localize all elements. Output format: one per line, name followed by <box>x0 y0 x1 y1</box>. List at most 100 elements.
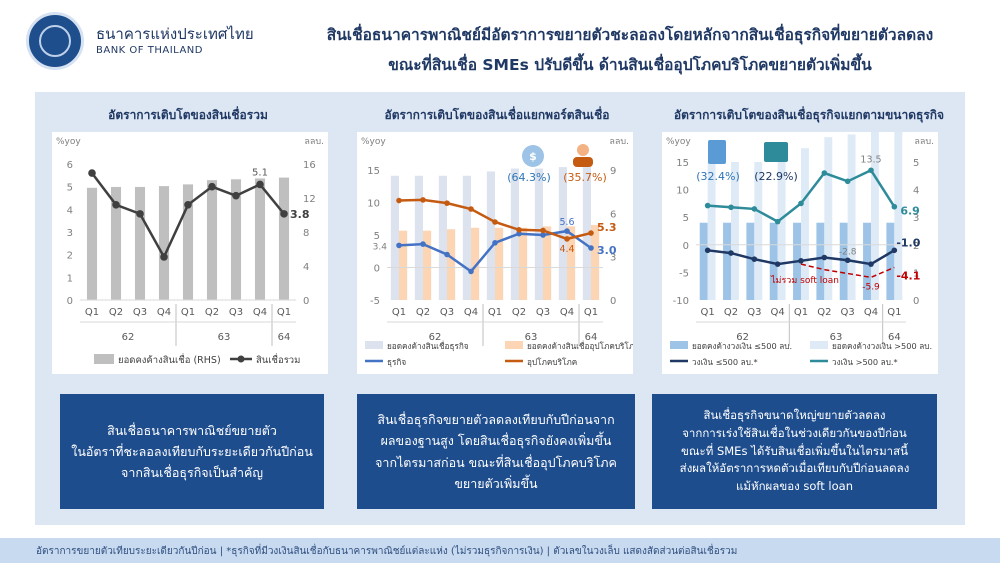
share-label: (35.7%) <box>563 171 607 184</box>
x-tick-label: Q4 <box>771 307 785 318</box>
right-tick-label: 6 <box>610 209 616 220</box>
headline-line2: ขณะที่สินเชื่อ SMEs ปรับดีขึ้น ด้านสินเช… <box>388 56 872 74</box>
bar <box>746 222 755 300</box>
x-tick-label: Q3 <box>229 307 243 318</box>
bar <box>871 126 879 301</box>
left-tick-label: -10 <box>673 296 689 307</box>
line-point <box>891 247 898 254</box>
line-point <box>160 253 168 261</box>
left-tick-label: 6 <box>67 160 73 171</box>
right-tick-label: 4 <box>303 262 309 273</box>
year-label: 64 <box>278 332 291 343</box>
header: ธนาคารแห่งประเทศไทย BANK OF THAILAND สิน… <box>0 0 1000 88</box>
x-tick-label: Q2 <box>416 307 430 318</box>
bar <box>723 222 731 300</box>
bar <box>567 226 576 300</box>
summary-line: จากสินเชื่อธุรกิจเป็นสำคัญ <box>121 465 263 481</box>
bar <box>158 186 170 300</box>
data-label: 5.6 <box>559 217 574 228</box>
legend-label: ธุรกิจ <box>387 357 406 367</box>
bar <box>863 222 871 300</box>
year-label: 63 <box>830 332 843 343</box>
line-point <box>468 206 474 212</box>
bar <box>462 175 471 300</box>
x-tick-label: Q2 <box>724 307 738 318</box>
left-tick-label: 4 <box>67 205 73 216</box>
year-label: 62 <box>122 332 135 343</box>
dollar-sign-icon: $ <box>529 150 537 163</box>
summary-line: ในอัตราที่ชะลอลงเทียบกับระยะเดียวกันปีก่… <box>71 443 313 459</box>
summary-line: แม้หักผลของ soft loan <box>736 479 853 494</box>
left-tick-label: 1 <box>67 273 73 284</box>
bar <box>230 179 242 300</box>
year-label: 64 <box>888 332 901 343</box>
x-tick-label: Q3 <box>133 307 147 318</box>
bar <box>707 162 716 300</box>
left-tick-label: 10 <box>676 186 689 197</box>
line-point <box>588 245 594 251</box>
left-tick-label: 3 <box>67 228 73 239</box>
summary-line: ส่งผลให้อัตราการหดตัวเมื่อเทียบกับปีก่อน… <box>679 461 910 476</box>
bar <box>839 222 848 300</box>
data-label: -4.1 <box>896 269 920 282</box>
line-point <box>396 242 402 249</box>
right-tick-label: 0 <box>610 296 616 307</box>
left-axis-label: %yoy <box>666 137 691 147</box>
line-point <box>540 227 546 234</box>
legend-swatch <box>670 341 688 349</box>
data-label: 4.4 <box>559 244 574 255</box>
money-bag-icon <box>522 145 544 167</box>
data-label: -5.9 <box>862 282 880 292</box>
person-body-icon <box>573 157 593 167</box>
legend-label: ยอดคงค้างสินเชื่ออุปโภคบริโภค <box>527 340 633 351</box>
bar <box>754 162 763 300</box>
bar <box>278 177 290 300</box>
legend-swatch <box>505 341 523 349</box>
right-tick-label: 5 <box>913 158 919 169</box>
line-point <box>774 218 781 225</box>
summary-line: สินเชื่อธุรกิจขยายตัวลดลงเทียบกับปีก่อนจ… <box>377 412 615 427</box>
bar <box>519 227 528 300</box>
left-tick-label: 5 <box>67 183 73 194</box>
summary-box-total: สินเชื่อธนาคารพาณิชย์ขยายตัว ในอัตราที่ช… <box>60 394 324 509</box>
building-icon <box>708 140 726 164</box>
x-tick-label: Q1 <box>85 307 99 318</box>
bar <box>699 222 708 300</box>
data-label: -2.8 <box>839 247 857 257</box>
bank-logo <box>26 12 84 70</box>
bar <box>438 175 447 300</box>
year-label: 63 <box>525 332 538 343</box>
line-point <box>112 201 120 209</box>
emblem-icon <box>39 25 71 57</box>
right-tick-label: 8 <box>303 228 309 239</box>
left-tick-label: 5 <box>683 213 689 224</box>
bar <box>110 186 122 300</box>
line-point <box>798 258 804 264</box>
summary-box-portfolio: สินเชื่อธุรกิจขยายตัวลดลงเทียบกับปีก่อนจ… <box>357 394 635 509</box>
data-label: 3.4 <box>373 242 388 252</box>
line-point <box>540 232 546 238</box>
line-point <box>798 200 804 207</box>
line-point <box>821 254 828 261</box>
year-label: 64 <box>585 332 598 343</box>
main-panel: อัตราการเติบโตของสินเชื่อรวม อัตราการเติ… <box>35 92 965 525</box>
bar <box>816 222 825 300</box>
x-tick-label: Q1 <box>887 307 901 318</box>
line-point <box>844 178 851 185</box>
right-axis-label: ลลบ. <box>304 137 324 147</box>
summary-line: สินเชื่อธนาคารพาณิชย์ขยายตัว <box>107 422 277 438</box>
left-axis-label: %yoy <box>56 137 81 147</box>
chart-portfolio-loans: %yoy ลลบ. -5 0 5 10 15 0 3 6 9 Q1 Q2 Q3 Q4 Q1 Q2 Q3 Q4 Q1 62… <box>361 137 640 367</box>
bank-name-th: ธนาคารแห่งประเทศไทย <box>96 25 254 43</box>
headline-line1: สินเชื่อธนาคารพาณิชย์มีอัตราการขยายตัวชะ… <box>326 26 934 44</box>
line-point <box>468 268 474 275</box>
year-label: 63 <box>218 332 231 343</box>
bar <box>390 175 399 300</box>
bar <box>824 137 833 300</box>
x-tick-label: Q4 <box>253 307 267 318</box>
left-tick-label: 5 <box>374 231 380 242</box>
bar <box>486 171 495 300</box>
legend-label: วงเงิน >500 ลบ.* <box>832 357 898 367</box>
x-tick-label: Q4 <box>864 307 878 318</box>
right-tick-label: 0 <box>303 296 309 307</box>
